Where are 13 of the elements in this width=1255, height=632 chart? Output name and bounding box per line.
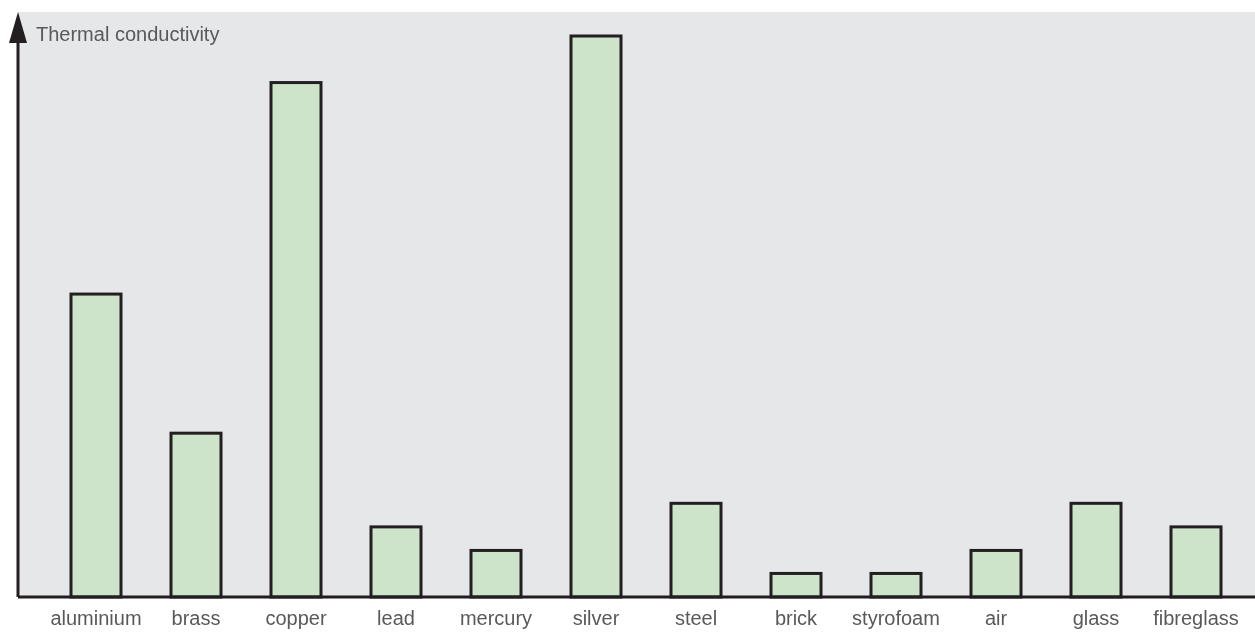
x-tick-label: lead — [377, 607, 415, 629]
x-tick-label: air — [984, 607, 1008, 629]
x-tick-label: copper — [265, 607, 327, 629]
x-tick-label: brass — [171, 607, 221, 629]
x-tick-label: silver — [572, 607, 620, 629]
x-tick-label: mercury — [459, 607, 533, 629]
x-tick-label: steel — [674, 607, 718, 629]
y-axis-title: Thermal conductivity — [36, 23, 220, 45]
x-tick-label: fibreglass — [1153, 607, 1239, 629]
x-tick-label: aluminium — [50, 607, 142, 629]
x-tick-label: brick — [774, 607, 819, 629]
x-tick-label: styrofoam — [852, 607, 940, 629]
x-tick-label: glass — [1072, 607, 1120, 629]
